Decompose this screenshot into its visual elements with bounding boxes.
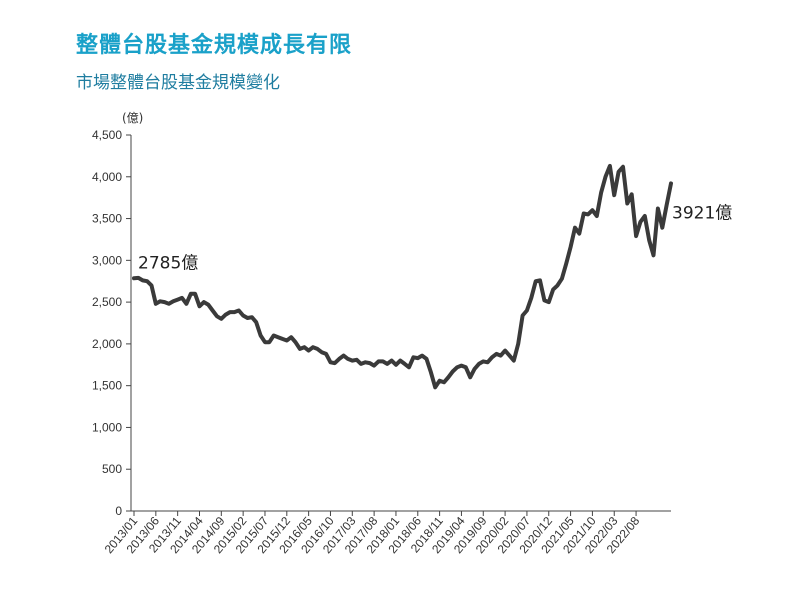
y-tick-label: 0 [115,504,122,518]
x-axis-ticks: 2013/012013/062013/112014/042014/092015/… [102,511,643,556]
y-axis-ticks: 0 500 1,000 1,500 2,000 2,500 3,000 3,500 4,000 4… [92,128,131,518]
y-tick-label: 4,000 [92,170,122,184]
page-title: 整體台股基金規模成長有限 [76,33,353,58]
chart-subtitle: 市場整體台股基金規模變化 [76,73,280,93]
y-tick-label: 3,500 [92,212,122,226]
end-value-annotation: 3921億 [672,203,732,223]
y-tick-label: 1,500 [92,379,122,393]
y-tick-label: 2,500 [92,295,122,309]
fund-size-series-line [132,163,673,390]
y-tick-label: 500 [102,462,122,476]
y-axis-unit-label: (億) [122,111,143,125]
y-tick-label: 3,000 [92,253,122,267]
y-tick-label: 4,500 [92,128,122,142]
y-tick-label: 2,000 [92,337,122,351]
start-value-annotation: 2785億 [138,253,198,273]
y-tick-label: 1,000 [92,420,122,434]
